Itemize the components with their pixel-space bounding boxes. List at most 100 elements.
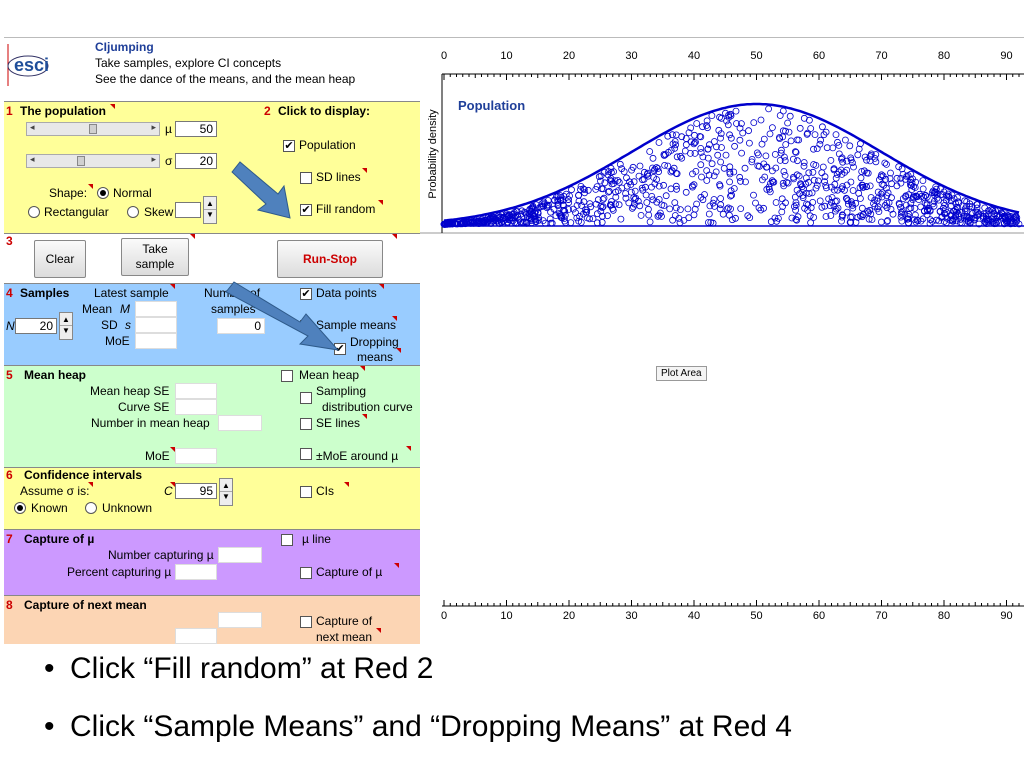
fill-point (708, 112, 716, 119)
take-sample-button[interactable]: Take sample (121, 238, 189, 276)
fill-point (704, 145, 712, 153)
se-lines-label: SE lines (316, 416, 361, 430)
info-marker[interactable] (394, 563, 399, 568)
unknown-radio[interactable] (85, 502, 97, 514)
rectangular-radio[interactable] (28, 206, 40, 218)
slider-right-arrow[interactable]: ▸ (151, 154, 156, 164)
fill-point (888, 194, 895, 202)
fill-point (776, 112, 784, 119)
known-radio[interactable] (14, 502, 26, 514)
instruction-1: • Click “Fill random” at Red 2 (44, 652, 433, 686)
fill-point (911, 184, 919, 191)
fill-point (752, 199, 759, 207)
percent-capturing-output (175, 564, 217, 580)
cis-checkbox[interactable] (300, 486, 312, 498)
fill-point (672, 141, 680, 149)
skew-spinner[interactable]: ▲ ▼ (203, 196, 217, 224)
slider-left-arrow[interactable]: ◂ (30, 122, 35, 132)
fill-point (519, 218, 527, 226)
info-marker[interactable] (344, 482, 349, 487)
info-marker[interactable] (170, 284, 175, 289)
mean-heap-checkbox[interactable] (281, 370, 293, 382)
fill-point (705, 210, 713, 218)
fill-point (592, 185, 600, 193)
fill-point (597, 202, 605, 210)
info-marker[interactable] (362, 168, 367, 173)
fill-point (765, 105, 773, 113)
spin-down-icon[interactable]: ▼ (206, 210, 214, 219)
population-checkbox[interactable]: ✔ (283, 140, 295, 152)
fill-point (717, 158, 725, 166)
c-spinner[interactable]: ▲ ▼ (219, 478, 233, 506)
slider-thumb[interactable] (89, 124, 97, 134)
sd-lines-checkbox[interactable] (300, 172, 312, 184)
fill-point (792, 199, 800, 207)
info-marker[interactable] (170, 482, 175, 487)
fill-point (750, 191, 757, 199)
data-points-checkbox[interactable]: ✔ (300, 288, 312, 300)
fill-point (703, 177, 711, 184)
fill-point (796, 124, 804, 132)
dropping-means-checkbox[interactable]: ✔ (334, 343, 346, 355)
fill-point (579, 210, 587, 218)
top-axis-labels: 0 10 20 30 40 50 60 70 80 90 (420, 50, 1024, 66)
info-marker[interactable] (378, 200, 383, 205)
spin-up-icon[interactable]: ▲ (60, 313, 72, 326)
slider-right-arrow[interactable]: ▸ (151, 122, 156, 132)
fill-point (917, 192, 925, 200)
moe-around-mu-checkbox[interactable] (300, 448, 312, 460)
info-marker[interactable] (88, 184, 93, 189)
clear-button[interactable]: Clear (34, 240, 86, 278)
info-marker[interactable] (360, 366, 365, 371)
spin-down-icon[interactable]: ▼ (222, 492, 230, 501)
skew-input[interactable] (175, 202, 201, 218)
fill-point (757, 116, 765, 124)
population-title: The population (20, 104, 106, 118)
spin-up-icon[interactable]: ▲ (204, 197, 216, 210)
fill-point (797, 181, 805, 189)
info-marker[interactable] (190, 234, 195, 239)
normal-radio[interactable] (97, 187, 109, 199)
info-marker[interactable] (88, 482, 93, 487)
fill-random-checkbox[interactable]: ✔ (300, 204, 312, 216)
spin-down-icon[interactable]: ▼ (62, 326, 70, 335)
fill-point (573, 201, 581, 209)
fill-point (848, 200, 856, 208)
fill-point (847, 213, 855, 221)
info-marker[interactable] (392, 234, 397, 239)
plot-area[interactable]: 0 10 20 30 40 50 60 70 80 90 Population Probabili… (420, 38, 1024, 644)
info-marker[interactable] (362, 414, 367, 419)
skew-radio[interactable] (127, 206, 139, 218)
sample-means-checkbox[interactable]: ✔ (300, 320, 312, 332)
mu-slider[interactable]: ◂ ▸ (26, 122, 160, 136)
info-marker[interactable] (110, 104, 115, 109)
info-marker[interactable] (376, 628, 381, 633)
info-marker[interactable] (170, 447, 175, 452)
mu-line-checkbox[interactable] (281, 534, 293, 546)
se-lines-checkbox[interactable] (300, 418, 312, 430)
info-marker[interactable] (396, 348, 401, 353)
run-stop-button[interactable]: Run-Stop (277, 240, 383, 278)
spin-up-icon[interactable]: ▲ (220, 479, 232, 492)
n-label: N (6, 319, 15, 333)
info-marker[interactable] (406, 446, 411, 451)
capture-next-mean-checkbox[interactable] (300, 616, 312, 628)
fill-point (586, 200, 594, 208)
slider-thumb[interactable] (77, 156, 85, 166)
sigma-input[interactable]: 20 (175, 153, 217, 169)
fill-point (697, 161, 705, 169)
n-spinner[interactable]: ▲ ▼ (59, 312, 73, 340)
sampling-dist-checkbox[interactable] (300, 392, 312, 404)
sigma-slider[interactable]: ◂ ▸ (26, 154, 160, 168)
n-input[interactable]: 20 (15, 318, 57, 334)
info-marker[interactable] (392, 316, 397, 321)
fill-point (858, 213, 866, 221)
fill-point (914, 217, 922, 225)
mu-input[interactable]: 50 (175, 121, 217, 137)
next-mean-label: next mean (316, 630, 373, 644)
slider-left-arrow[interactable]: ◂ (30, 154, 35, 164)
c-input[interactable]: 95 (175, 483, 217, 499)
fill-point (671, 138, 679, 145)
capture-of-mu-checkbox[interactable] (300, 567, 312, 579)
info-marker[interactable] (379, 284, 384, 289)
